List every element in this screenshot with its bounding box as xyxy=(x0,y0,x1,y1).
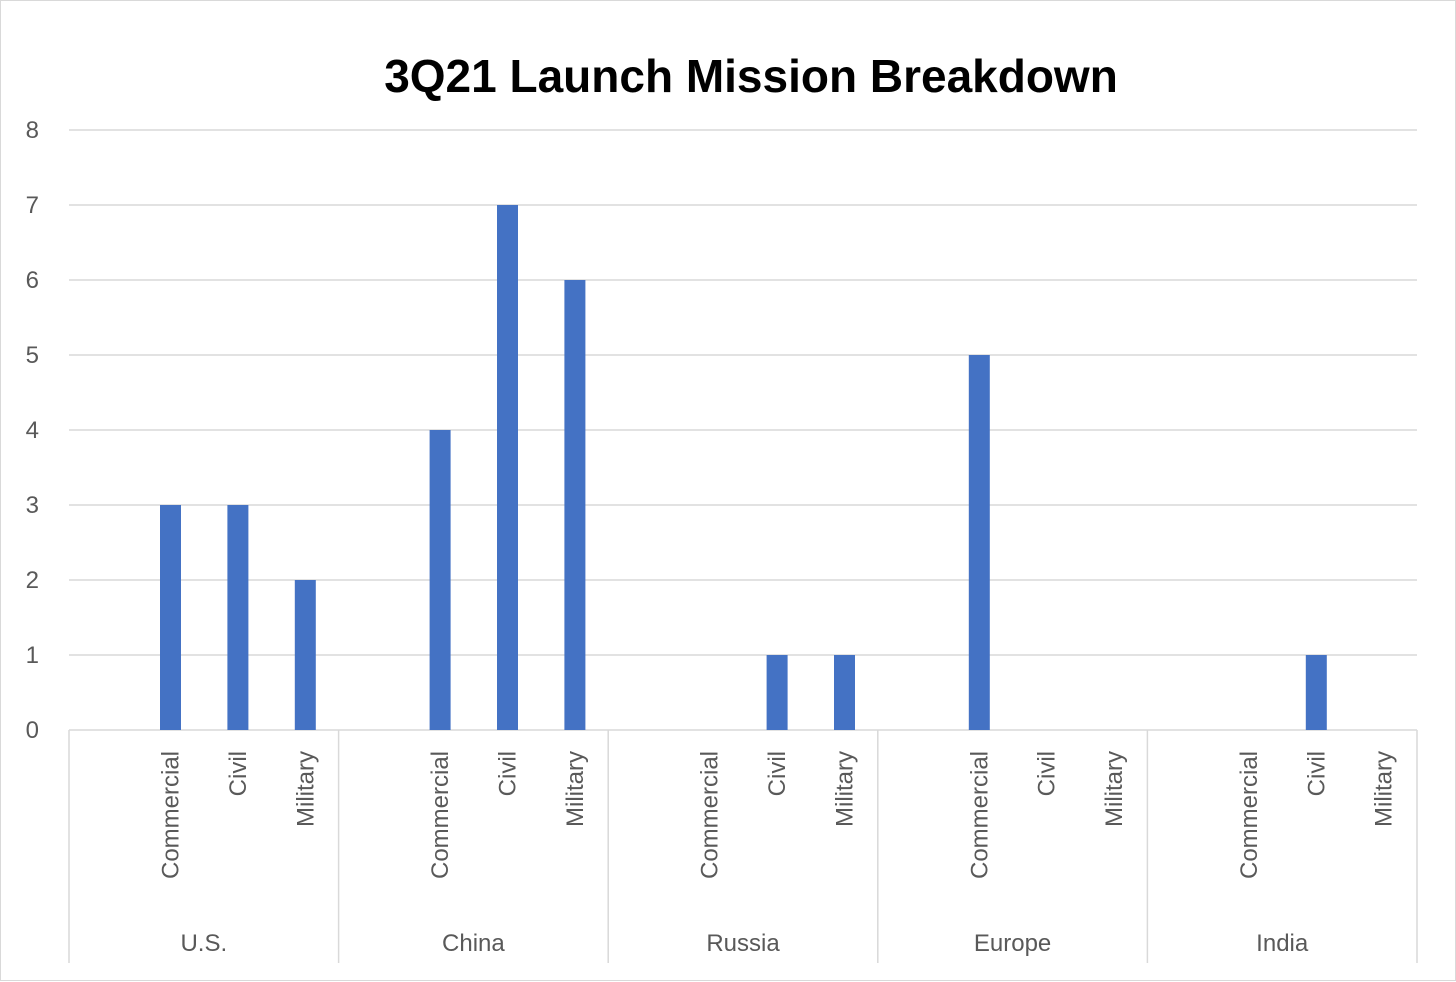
y-tick-label: 1 xyxy=(26,642,39,669)
group-labels: U.S. China Russia Europe India xyxy=(180,930,1308,957)
category-label: Commercial xyxy=(697,751,724,879)
category-label: Military xyxy=(562,751,589,827)
group-label: Russia xyxy=(706,930,780,957)
bar xyxy=(160,505,181,730)
category-label: Civil xyxy=(225,751,252,796)
category-label: Commercial xyxy=(427,751,454,879)
bar xyxy=(497,205,518,730)
category-label: Commercial xyxy=(1236,751,1263,879)
y-tick-label: 4 xyxy=(26,417,39,444)
group-label: India xyxy=(1256,930,1309,957)
axes xyxy=(68,729,1418,963)
category-label: Military xyxy=(832,751,859,827)
group-label: Europe xyxy=(974,930,1051,957)
y-tick-label: 3 xyxy=(26,492,39,519)
category-label: Civil xyxy=(764,751,791,796)
y-tick-label: 0 xyxy=(26,717,39,744)
category-label: Civil xyxy=(1034,751,1061,796)
category-label: Military xyxy=(1101,751,1128,827)
category-label: Commercial xyxy=(158,751,185,879)
y-tick-label: 6 xyxy=(26,267,39,294)
bar xyxy=(429,430,451,730)
category-label: Commercial xyxy=(966,751,993,879)
y-tick-label: 2 xyxy=(26,567,39,594)
category-label: Military xyxy=(1371,751,1398,827)
category-label: Civil xyxy=(495,751,522,796)
gridlines xyxy=(69,129,1417,656)
bar xyxy=(766,655,788,730)
y-tick-label: 5 xyxy=(26,342,39,369)
category-label: Civil xyxy=(1303,751,1330,796)
y-tick-label: 7 xyxy=(26,192,39,219)
y-tick-label: 8 xyxy=(26,117,39,144)
bar xyxy=(1305,655,1327,730)
bar xyxy=(564,280,586,730)
bar xyxy=(294,580,316,730)
bars xyxy=(160,205,1327,730)
bar xyxy=(227,505,249,730)
category-label: Military xyxy=(292,751,319,827)
bar xyxy=(968,355,990,730)
category-labels: Commercial Civil Military Commercial Civil Mi… xyxy=(158,751,1398,879)
bar xyxy=(834,655,855,730)
group-label: U.S. xyxy=(180,930,227,957)
y-axis-ticks: 0 1 2 3 4 5 6 7 8 xyxy=(26,117,39,744)
group-label: China xyxy=(442,930,505,957)
chart-title: 3Q21 Launch Mission Breakdown xyxy=(384,50,1118,102)
